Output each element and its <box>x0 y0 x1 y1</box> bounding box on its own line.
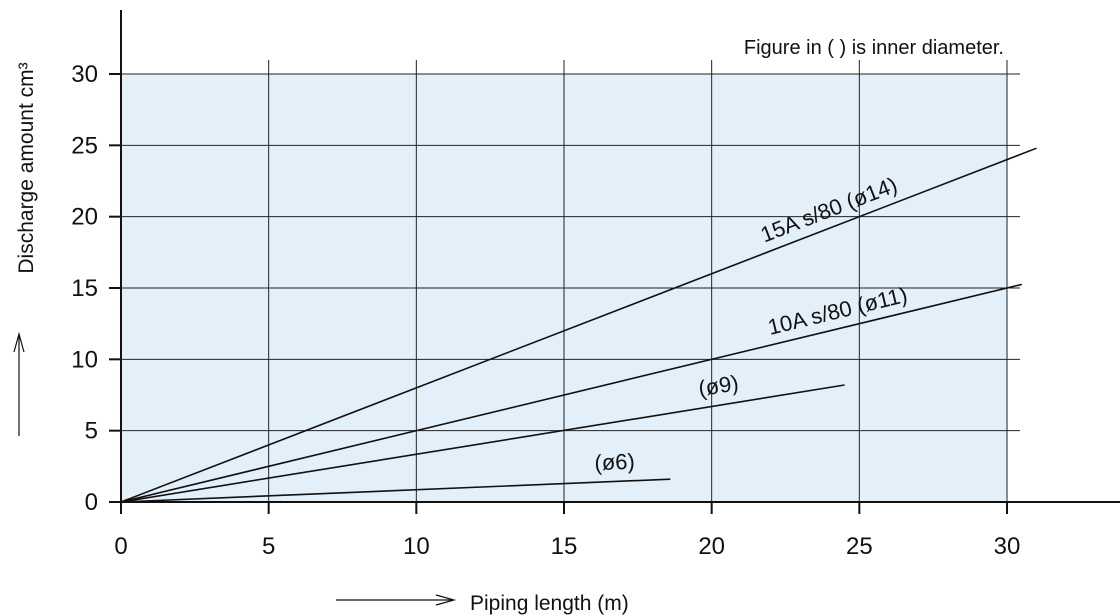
y-tick-label: 10 <box>71 346 98 373</box>
y-axis-arrow <box>13 331 25 436</box>
x-tick-labels: 0 5 10 15 20 25 30 <box>114 533 1020 560</box>
series-line <box>120 384 845 503</box>
vertical-gridlines <box>268 60 1008 502</box>
series-line <box>120 283 1022 503</box>
x-tick-marks <box>120 502 1008 514</box>
x-tick-label: 30 <box>994 533 1021 560</box>
horizontal-gridlines <box>121 73 1020 432</box>
x-tick-label: 20 <box>698 533 725 560</box>
x-tick-label: 25 <box>846 533 873 560</box>
y-tick-label: 30 <box>71 61 98 88</box>
y-tick-label: 5 <box>85 418 98 445</box>
x-tick-label: 5 <box>262 533 275 560</box>
series-line <box>120 147 1037 503</box>
x-tick-label: 15 <box>551 533 578 560</box>
x-axis-arrow <box>336 594 457 606</box>
y-axis-title: Discharge amount cm³ <box>15 62 38 273</box>
inner-diameter-note: Figure in ( ) is inner diameter. <box>744 37 1004 59</box>
series-label: (ø6) <box>594 449 635 476</box>
y-tick-labels: 0 5 10 15 20 25 30 <box>71 61 98 516</box>
x-tick-label: 0 <box>114 533 127 560</box>
y-tick-label: 15 <box>71 275 98 302</box>
x-axis-title: Piping length (m) <box>470 592 629 615</box>
x-tick-label: 10 <box>403 533 430 560</box>
y-tick-label: 0 <box>85 489 98 516</box>
y-tick-label: 25 <box>71 132 98 159</box>
y-tick-marks <box>109 73 121 503</box>
y-tick-label: 20 <box>71 204 98 231</box>
series-line <box>120 478 671 503</box>
series-lines <box>120 147 1037 503</box>
